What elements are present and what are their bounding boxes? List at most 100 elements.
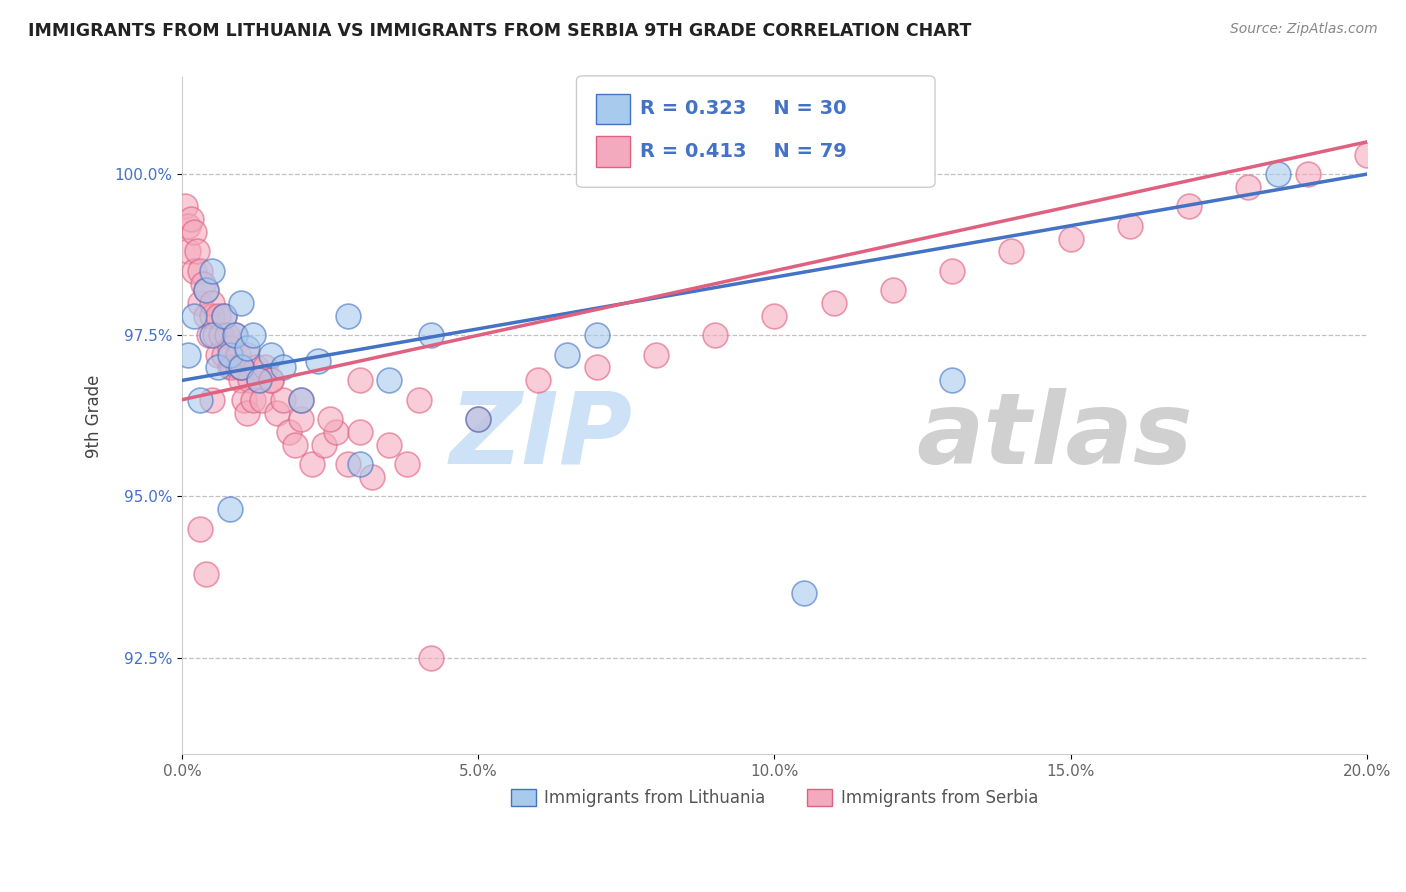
Point xyxy=(224,328,246,343)
Point xyxy=(212,348,235,362)
Point xyxy=(260,373,283,387)
Point xyxy=(266,406,288,420)
Text: R = 0.413    N = 79: R = 0.413 N = 79 xyxy=(640,142,846,161)
Point xyxy=(1237,180,1260,194)
Point xyxy=(337,457,360,471)
Text: IMMIGRANTS FROM LITHUANIA VS IMMIGRANTS FROM SERBIA 9TH GRADE CORRELATION CHART: IMMIGRANTS FROM LITHUANIA VS IMMIGRANTS … xyxy=(28,22,972,40)
Point xyxy=(1059,231,1081,245)
Point xyxy=(183,225,205,239)
Point xyxy=(207,360,229,375)
Point xyxy=(1296,167,1319,181)
Point xyxy=(236,341,259,355)
Point xyxy=(1119,219,1142,233)
Point xyxy=(207,309,229,323)
Point xyxy=(271,360,294,375)
Point xyxy=(183,309,205,323)
Point xyxy=(207,348,229,362)
Point xyxy=(197,328,219,343)
Point xyxy=(290,392,312,407)
Point xyxy=(183,264,205,278)
Point xyxy=(242,392,264,407)
Point xyxy=(941,264,963,278)
Point xyxy=(349,425,371,439)
Point xyxy=(290,392,312,407)
Point xyxy=(378,373,401,387)
Point xyxy=(260,348,283,362)
Point xyxy=(301,457,323,471)
Point xyxy=(204,328,226,343)
Text: Source: ZipAtlas.com: Source: ZipAtlas.com xyxy=(1230,22,1378,37)
Point xyxy=(254,360,277,375)
Point xyxy=(201,309,224,323)
Point xyxy=(209,328,232,343)
Point xyxy=(177,348,200,362)
Point xyxy=(194,309,217,323)
Point xyxy=(325,425,347,439)
Point xyxy=(188,296,211,310)
Point xyxy=(180,212,202,227)
Point xyxy=(260,373,283,387)
Point xyxy=(177,244,200,259)
Point xyxy=(245,360,267,375)
Point xyxy=(212,309,235,323)
Text: ZIP: ZIP xyxy=(450,388,633,484)
Point xyxy=(319,412,342,426)
Point xyxy=(231,360,253,375)
Point xyxy=(271,392,294,407)
Point xyxy=(242,328,264,343)
Point xyxy=(823,296,845,310)
Point xyxy=(526,373,548,387)
Point xyxy=(277,425,299,439)
Point xyxy=(349,373,371,387)
Point xyxy=(585,360,607,375)
Point xyxy=(408,392,430,407)
Point xyxy=(212,309,235,323)
Point xyxy=(290,412,312,426)
Point xyxy=(1267,167,1289,181)
Point xyxy=(250,392,273,407)
Point xyxy=(194,283,217,297)
Point xyxy=(467,412,489,426)
Point xyxy=(1178,199,1201,213)
Point xyxy=(793,586,815,600)
Text: R = 0.323    N = 30: R = 0.323 N = 30 xyxy=(640,99,846,119)
Text: atlas: atlas xyxy=(917,388,1194,484)
Point xyxy=(233,392,256,407)
Point xyxy=(763,309,786,323)
Point xyxy=(882,283,904,297)
Point xyxy=(360,470,382,484)
Point xyxy=(218,360,240,375)
Point xyxy=(194,283,217,297)
Point xyxy=(177,219,200,233)
Point xyxy=(188,264,211,278)
Point xyxy=(194,566,217,581)
Point xyxy=(221,360,243,375)
Point xyxy=(191,277,214,291)
Point xyxy=(1000,244,1022,259)
Point xyxy=(645,348,668,362)
Point xyxy=(1355,148,1378,162)
Point xyxy=(201,328,224,343)
Point xyxy=(378,438,401,452)
Point xyxy=(186,244,208,259)
Point xyxy=(188,392,211,407)
Point xyxy=(201,296,224,310)
Point xyxy=(396,457,419,471)
Point xyxy=(555,348,578,362)
Point xyxy=(228,348,250,362)
Point xyxy=(218,502,240,516)
Point xyxy=(231,296,253,310)
Point xyxy=(239,373,262,387)
Point xyxy=(218,341,240,355)
Point xyxy=(188,522,211,536)
Point xyxy=(704,328,727,343)
Point xyxy=(224,328,246,343)
Point xyxy=(941,373,963,387)
Point xyxy=(314,438,336,452)
Point xyxy=(228,360,250,375)
Point xyxy=(467,412,489,426)
Point xyxy=(419,650,441,665)
Point xyxy=(174,199,197,213)
Y-axis label: 9th Grade: 9th Grade xyxy=(86,374,103,458)
Point xyxy=(337,309,360,323)
